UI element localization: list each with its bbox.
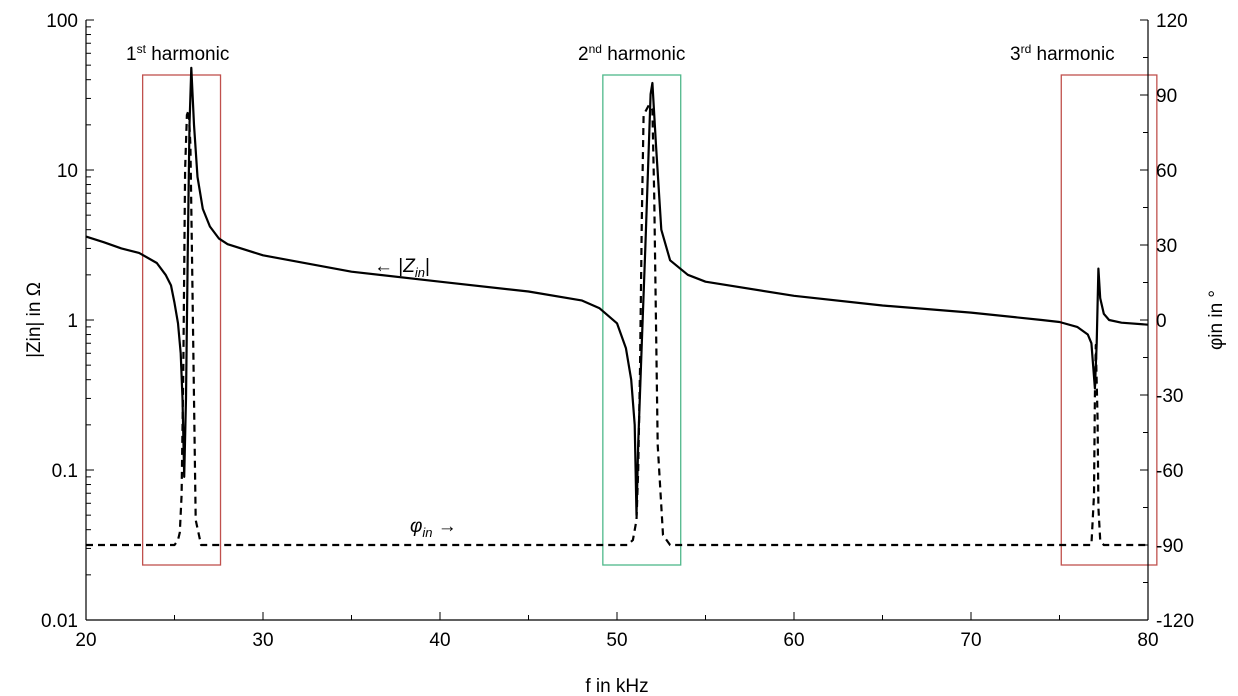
y-left-tick-label: 0.1 [52,461,78,482]
x-tick-label: 40 [429,630,450,651]
x-tick-label: 20 [75,630,96,651]
y-right-tick-label: -60 [1156,461,1183,482]
phi-series-label: φin → [410,516,457,540]
harmonic-3-label: 3rd harmonic [1010,42,1115,65]
y-left-tick-label: 1 [67,311,78,332]
y-right-tick-label: 60 [1156,161,1177,182]
axes [85,20,1149,621]
ticks: 20 30 40 50 60 70 80 0.01 0.1 1 10 100 -120 -90 -60 -30… [41,11,1194,651]
y-left-axis-label: |Zin| in Ω [24,282,45,358]
x-axis-label: f in kHz [585,676,648,696]
y-left-tick-label: 10 [57,161,78,182]
x-tick-label: 70 [960,630,981,651]
x-tick-label: 50 [606,630,627,651]
x-tick-label: 30 [252,630,273,651]
x-tick-label: 60 [783,630,804,651]
harmonic-2-label: 2nd harmonic [578,42,685,65]
zin-magnitude-line [85,66,1149,517]
harmonic-2-box [602,74,682,566]
y-left-tick-label: 0.01 [41,611,78,632]
phase-line [86,103,1148,547]
y-right-tick-label: -30 [1156,386,1183,407]
y-right-tick-label: 0 [1156,311,1167,332]
harmonic-1-label: 1st harmonic [126,42,229,65]
y-right-axis-label: φin in ° [1206,290,1227,350]
y-right-tick-label: -90 [1156,536,1183,557]
x-tick-label: 80 [1137,630,1158,651]
y-right-tick-label: -120 [1156,611,1194,632]
zin-series-label: ← |Zin| [374,256,430,280]
harmonic-1-box [141,74,222,566]
series [85,66,1149,547]
y-right-tick-label: 120 [1156,11,1188,32]
highlight-boxes [141,74,1158,566]
y-right-tick-label: 30 [1156,236,1177,257]
y-left-tick-label: 100 [46,11,78,32]
y-right-tick-label: 90 [1156,86,1177,107]
harmonic-3-box [1060,74,1158,566]
